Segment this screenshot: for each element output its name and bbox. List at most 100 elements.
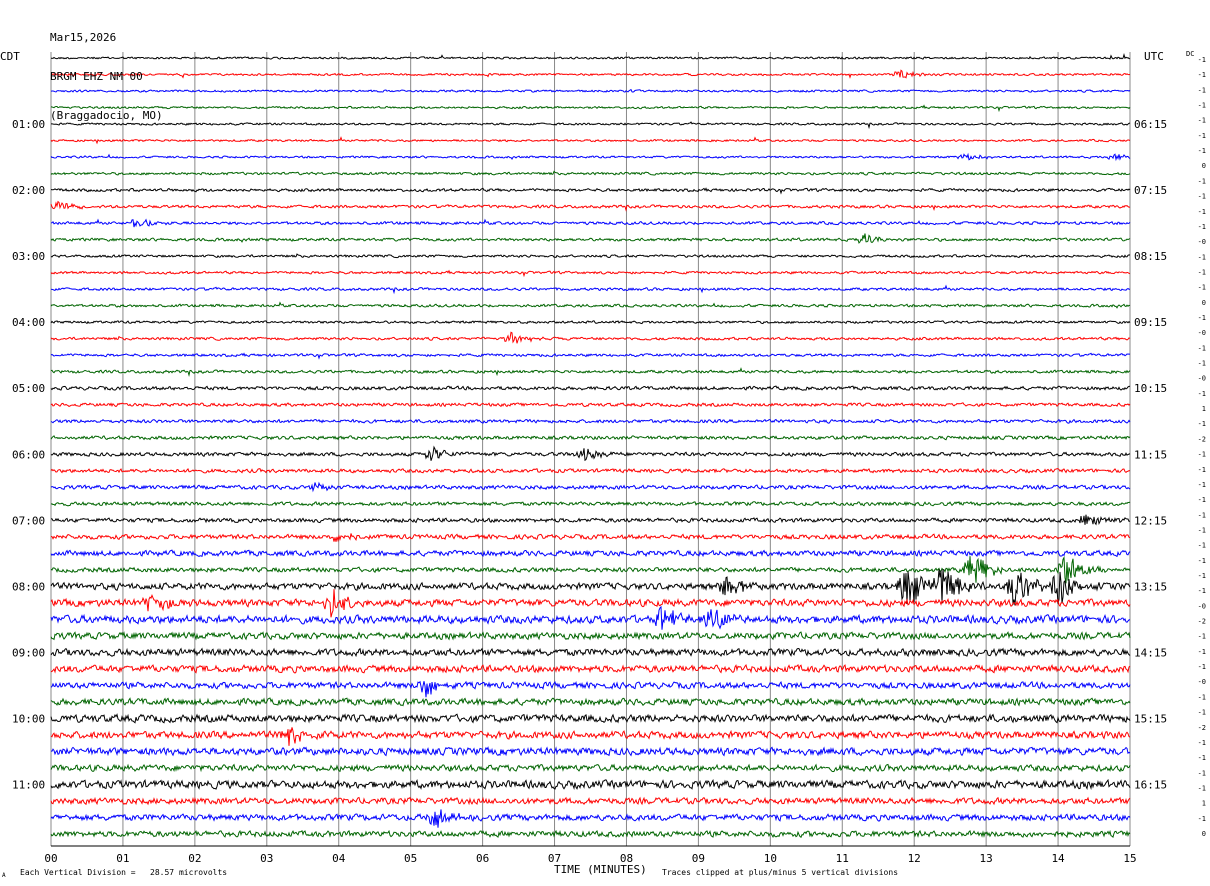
trace-20 bbox=[50, 385, 1131, 391]
dc-offset-label: -1 bbox=[1198, 481, 1206, 489]
trace-44 bbox=[50, 778, 1131, 791]
x-tick-label: 04 bbox=[332, 852, 346, 865]
x-tick-label: 11 bbox=[836, 852, 849, 865]
dc-offset-label: -1 bbox=[1198, 572, 1206, 580]
dc-offset-label: -1 bbox=[1198, 709, 1206, 717]
dc-offset-label: -1 bbox=[1198, 451, 1206, 459]
right-hour-label: 11:15 bbox=[1134, 448, 1167, 461]
left-hour-labels: 01:00 02:00 03:00 04:00 05:00 06:00 07:00 08:00… bbox=[12, 118, 45, 791]
trace-33 bbox=[50, 589, 1131, 618]
left-hour-label: 03:00 bbox=[12, 250, 45, 263]
dc-offset-label: -1 bbox=[1198, 56, 1206, 64]
dc-offset-label: -1 bbox=[1198, 526, 1206, 534]
trace-39 bbox=[50, 697, 1131, 707]
dc-offset-label: -1 bbox=[1198, 193, 1206, 201]
right-hour-label: 06:15 bbox=[1134, 118, 1167, 131]
trace-5 bbox=[50, 136, 1131, 145]
dc-offset-label: -2 bbox=[1198, 724, 1206, 732]
trace-9 bbox=[50, 200, 1131, 212]
dc-offset-label: -1 bbox=[1198, 223, 1206, 231]
trace-23 bbox=[50, 435, 1131, 441]
dc-offset-label: -1 bbox=[1198, 466, 1206, 474]
trace-24 bbox=[50, 445, 1131, 462]
trace-11 bbox=[50, 233, 1131, 244]
x-tick-label: 08 bbox=[620, 852, 633, 865]
dc-offset-label: -1 bbox=[1198, 542, 1206, 550]
x-tick-label: 07 bbox=[548, 852, 561, 865]
x-tick-label: 00 bbox=[44, 852, 57, 865]
left-hour-label: 02:00 bbox=[12, 184, 45, 197]
dc-offset-label: -1 bbox=[1198, 754, 1206, 762]
trace-29 bbox=[50, 533, 1131, 543]
dc-offset-label: -0 bbox=[1198, 602, 1206, 610]
seismic-traces bbox=[50, 53, 1131, 839]
left-hour-label: 09:00 bbox=[12, 646, 45, 659]
dc-offset-label: 1 bbox=[1202, 405, 1206, 413]
dc-offset-label: -1 bbox=[1198, 390, 1206, 398]
trace-1 bbox=[50, 69, 1131, 79]
trace-27 bbox=[50, 501, 1131, 507]
dc-offset-label: -1 bbox=[1198, 117, 1206, 125]
dc-offset-label: -1 bbox=[1198, 769, 1206, 777]
dc-offset-label: -0 bbox=[1198, 678, 1206, 686]
right-hour-label: 12:15 bbox=[1134, 514, 1167, 527]
left-hour-label: 04:00 bbox=[12, 316, 45, 329]
dc-offset-label: -1 bbox=[1198, 633, 1206, 641]
x-tick-labels: 00 01 02 03 04 05 06 07 08 09 10 11 12 13 14 15 bbox=[44, 852, 1136, 865]
trace-25 bbox=[50, 467, 1131, 474]
right-hour-label: 13:15 bbox=[1134, 580, 1167, 593]
x-tick-label: 14 bbox=[1051, 852, 1065, 865]
right-hour-label: 08:15 bbox=[1134, 250, 1167, 263]
dc-offset-label: -1 bbox=[1198, 739, 1206, 747]
trace-7 bbox=[50, 170, 1131, 176]
header-date: Mar15,2026 bbox=[50, 31, 117, 44]
trace-14 bbox=[50, 284, 1130, 295]
right-timezone-label: UTC bbox=[1144, 50, 1164, 63]
x-tick-label: 12 bbox=[908, 852, 921, 865]
dc-offset-label: -1 bbox=[1198, 268, 1206, 276]
dc-offset-label: -1 bbox=[1198, 132, 1206, 140]
header-location: (Braggadocio, MO) bbox=[50, 109, 163, 122]
left-timezone-label: CDT bbox=[0, 50, 20, 63]
dc-offset-label: -1 bbox=[1198, 360, 1206, 368]
trace-8 bbox=[50, 187, 1131, 195]
left-hour-label: 10:00 bbox=[12, 712, 45, 725]
trace-12 bbox=[50, 253, 1131, 259]
dc-offset-label: -1 bbox=[1198, 147, 1206, 155]
right-hour-label: 14:15 bbox=[1134, 646, 1167, 659]
trace-42 bbox=[50, 746, 1131, 757]
trace-32 bbox=[50, 568, 1131, 606]
trace-18 bbox=[50, 352, 1131, 360]
x-tick-label: 02 bbox=[188, 852, 201, 865]
dc-offset-label: -1 bbox=[1198, 693, 1206, 701]
dc-offset-label: -1 bbox=[1198, 253, 1206, 261]
trace-4 bbox=[51, 121, 1131, 130]
x-tick-label: 13 bbox=[980, 852, 993, 865]
trace-16 bbox=[50, 320, 1131, 325]
trace-15 bbox=[50, 301, 1131, 309]
dc-offset-label: 0 bbox=[1202, 162, 1206, 170]
plot-header: Mar15,2026 BRGM EHZ NM 00 (Braggadocio, … bbox=[50, 5, 163, 135]
dc-offset-label: -0 bbox=[1198, 329, 1206, 337]
trace-10 bbox=[50, 218, 1131, 228]
trace-31 bbox=[50, 555, 1131, 584]
x-tick-label: 09 bbox=[692, 852, 705, 865]
dc-offset-label: -1 bbox=[1198, 587, 1206, 595]
dc-offset-label: -2 bbox=[1198, 618, 1206, 626]
scale-note: Each Vertical Division = 28.57 microvolt… bbox=[20, 868, 228, 877]
right-hour-labels: 06:15 07:15 08:15 09:15 10:15 11:15 12:15 13:15… bbox=[1134, 118, 1167, 791]
dc-offset-label: -2 bbox=[1198, 435, 1206, 443]
trace-13 bbox=[50, 269, 1131, 278]
dc-offset-label: -1 bbox=[1198, 284, 1206, 292]
trace-26 bbox=[50, 481, 1131, 493]
trace-28 bbox=[50, 514, 1131, 526]
dc-offset-label: -1 bbox=[1198, 557, 1206, 565]
trace-21 bbox=[50, 402, 1131, 408]
x-tick-label: 15 bbox=[1123, 852, 1136, 865]
dc-offset-label: -1 bbox=[1198, 177, 1206, 185]
dc-offset-label: -1 bbox=[1198, 496, 1206, 504]
clip-note: Traces clipped at plus/minus 5 vertical … bbox=[662, 868, 899, 877]
x-tick-label: 10 bbox=[764, 852, 777, 865]
left-hour-label: 07:00 bbox=[12, 514, 45, 527]
